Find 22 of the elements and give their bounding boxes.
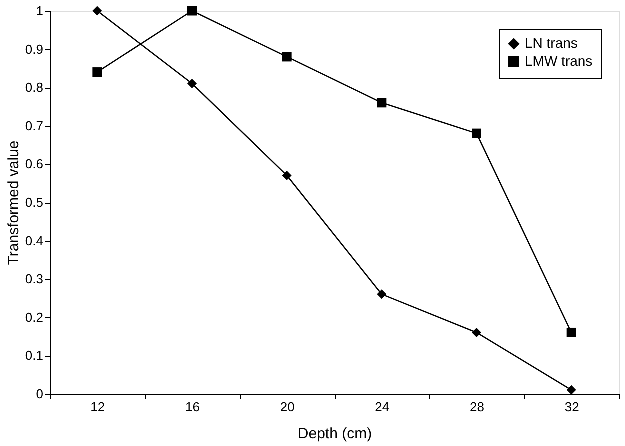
y-tick-label: 0.2 [25,310,44,325]
y-tick-label: 0.5 [25,195,44,210]
x-tick-label: 32 [564,400,580,414]
x-tick-label: 16 [186,400,200,414]
y-tick-label: 0.6 [25,156,44,172]
y-tick-label: 0 [36,386,44,402]
x-tick-label: 20 [280,400,295,414]
y-tick-label: 0.8 [25,80,44,96]
y-tick-label: 0.4 [25,233,44,248]
y-tick-label: 1 [36,4,44,18]
y-axis-title: Transformed value [5,140,22,266]
point [188,79,197,89]
legend-label: LN trans [525,35,578,51]
y-tick-label: 0.7 [25,118,44,134]
y-tick-label: 0.9 [25,42,44,57]
legend-label: LMW trans [525,53,593,69]
x-tick-label: 24 [375,400,390,414]
x-tick-label: 12 [90,400,106,414]
x-tick-label: 28 [470,400,484,414]
x-axis-title: Depth (cm) [298,426,372,442]
y-tick-label: 0.1 [25,348,44,364]
y-tick-label: 0.3 [25,272,44,287]
